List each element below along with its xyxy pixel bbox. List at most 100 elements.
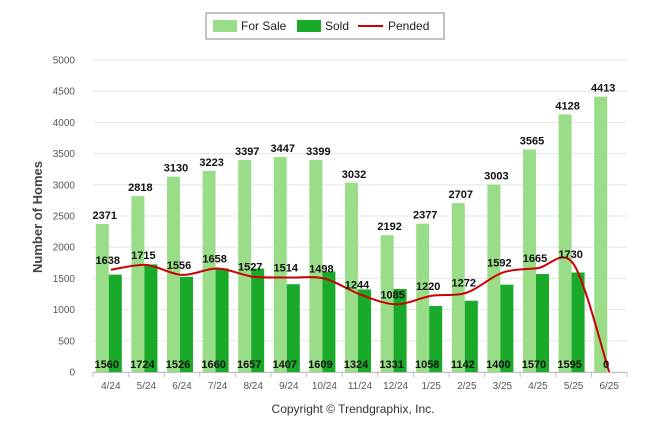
pended-value-label: 1715 <box>131 250 155 262</box>
for-sale-value-label: 3397 <box>235 146 259 158</box>
for-sale-value-label: 3003 <box>484 171 508 183</box>
pended-value-label: 1514 <box>274 263 299 275</box>
sold-value-label: 1400 <box>486 359 510 371</box>
x-tick-label: 10/24 <box>312 381 337 392</box>
sold-bar <box>322 271 336 372</box>
x-tick-label: 6/24 <box>172 381 192 392</box>
for-sale-bar <box>487 184 501 372</box>
sold-value-label: 1324 <box>344 359 369 371</box>
pended-series-line <box>110 256 611 373</box>
for-sale-value-label: 2192 <box>377 221 401 233</box>
for-sale-bar <box>238 160 252 372</box>
for-sale-value-label: 2377 <box>413 210 437 222</box>
legend-label-pended: Pended <box>388 19 429 33</box>
sold-value-label: 1331 <box>379 359 403 371</box>
sold-bar <box>286 284 300 372</box>
x-tick-label: 2/25 <box>457 381 477 392</box>
sold-value-label: 1560 <box>95 359 119 371</box>
sold-bar <box>536 274 549 372</box>
y-tick-label: 1500 <box>53 274 76 285</box>
pended-value-label: 1220 <box>416 281 440 293</box>
sold-value-label: 1595 <box>557 359 581 371</box>
for-sale-value-label: 4413 <box>591 83 615 95</box>
legend-swatch-for-sale <box>213 20 237 32</box>
sold-value-label: 1570 <box>522 359 546 371</box>
pended-value-label: 1272 <box>452 278 476 290</box>
x-tick-label: 4/25 <box>528 381 548 392</box>
copyright-credit: Copyright © Trendgraphix, Inc. <box>272 402 435 416</box>
sold-value-label: 1407 <box>273 359 297 371</box>
sold-bar <box>571 272 585 372</box>
for-sale-bar <box>451 203 465 372</box>
pended-value-label: 1498 <box>309 264 333 276</box>
for-sale-value-label: 3032 <box>342 169 366 181</box>
x-tick-label: 5/25 <box>564 381 584 392</box>
x-tick-label: 11/24 <box>348 381 373 392</box>
for-sale-bar <box>202 170 216 372</box>
for-sale-value-label: 2818 <box>128 182 152 194</box>
x-tick-label: 8/24 <box>243 381 263 392</box>
sold-bar <box>393 288 407 372</box>
x-axis: 4/24 5/24 6/24 7/24 8/24 9/24 10/24 11/24 12/24 1… <box>92 372 628 392</box>
sold-value-label: 1526 <box>166 359 190 371</box>
x-tick-label: 3/25 <box>493 381 513 392</box>
sold-value-label: 1657 <box>237 359 261 371</box>
for-sale-bar <box>594 96 608 373</box>
y-tick-label: 3500 <box>53 149 76 160</box>
for-sale-bar <box>95 224 109 372</box>
x-tick-label: 1/25 <box>421 381 441 392</box>
y-tick-label: 2500 <box>53 212 76 223</box>
for-sale-value-label: 3565 <box>520 136 544 148</box>
for-sale-bar <box>309 159 323 372</box>
x-tick-label: 9/24 <box>279 381 299 392</box>
y-tick-label: 5000 <box>53 56 76 67</box>
legend-swatch-sold <box>297 20 321 32</box>
y-tick-label: 4500 <box>53 87 76 98</box>
x-tick-label: 7/24 <box>208 381 228 392</box>
legend-label-for-sale: For Sale <box>241 19 287 33</box>
for-sale-value-label: 4128 <box>555 100 579 112</box>
pended-value-label: 1638 <box>96 255 120 267</box>
for-sale-value-label: 3447 <box>271 143 295 155</box>
y-tick-label: 4000 <box>53 118 76 129</box>
for-sale-bar <box>345 182 358 372</box>
sold-bar <box>429 305 443 372</box>
y-tick-label: 0 <box>69 368 75 379</box>
legend-label-sold: Sold <box>325 19 349 33</box>
for-sale-value-label: 2371 <box>93 210 117 222</box>
for-sale-bar <box>558 114 572 372</box>
sold-value-label: 1058 <box>415 359 439 371</box>
for-sale-bar <box>131 196 145 372</box>
pended-value-label: 1658 <box>202 254 226 266</box>
legend[interactable]: For Sale Sold Pended <box>205 12 445 40</box>
x-tick-label: 5/24 <box>137 381 157 392</box>
sold-bar <box>358 289 371 372</box>
y-tick-label: 1000 <box>53 305 76 316</box>
sold-value-label: 1142 <box>451 359 475 371</box>
y-tick-label: 2000 <box>53 243 76 254</box>
for-sale-bar <box>523 149 536 372</box>
y-axis-label: Number of Homes <box>30 161 45 273</box>
x-tick-label: 6/25 <box>599 381 619 392</box>
data-labels: 2371 1638 1560 2818 1715 1724 3130 1556 1526 3223… <box>93 83 616 371</box>
for-sale-bar <box>167 176 180 372</box>
pended-value-label: 1085 <box>380 289 404 301</box>
sold-bar <box>464 300 478 372</box>
for-sale-value-label: 3399 <box>306 146 330 158</box>
for-sale-value-label: 3130 <box>164 163 188 175</box>
x-tick-label: 12/24 <box>383 381 408 392</box>
sold-value-label: 1660 <box>201 359 225 371</box>
sold-bar <box>180 276 193 372</box>
pended-value-label: 1592 <box>487 258 511 270</box>
y-tick-label: 3000 <box>53 180 76 191</box>
for-sale-value-label: 2707 <box>449 189 473 201</box>
sold-bar <box>500 284 514 372</box>
pended-value-label: 1244 <box>345 279 370 291</box>
pended-value-label: 1527 <box>238 262 262 274</box>
pended-value-label: 1556 <box>167 260 191 272</box>
legend-box <box>205 12 445 40</box>
for-sale-bar <box>273 156 287 372</box>
sold-bar <box>215 268 229 372</box>
